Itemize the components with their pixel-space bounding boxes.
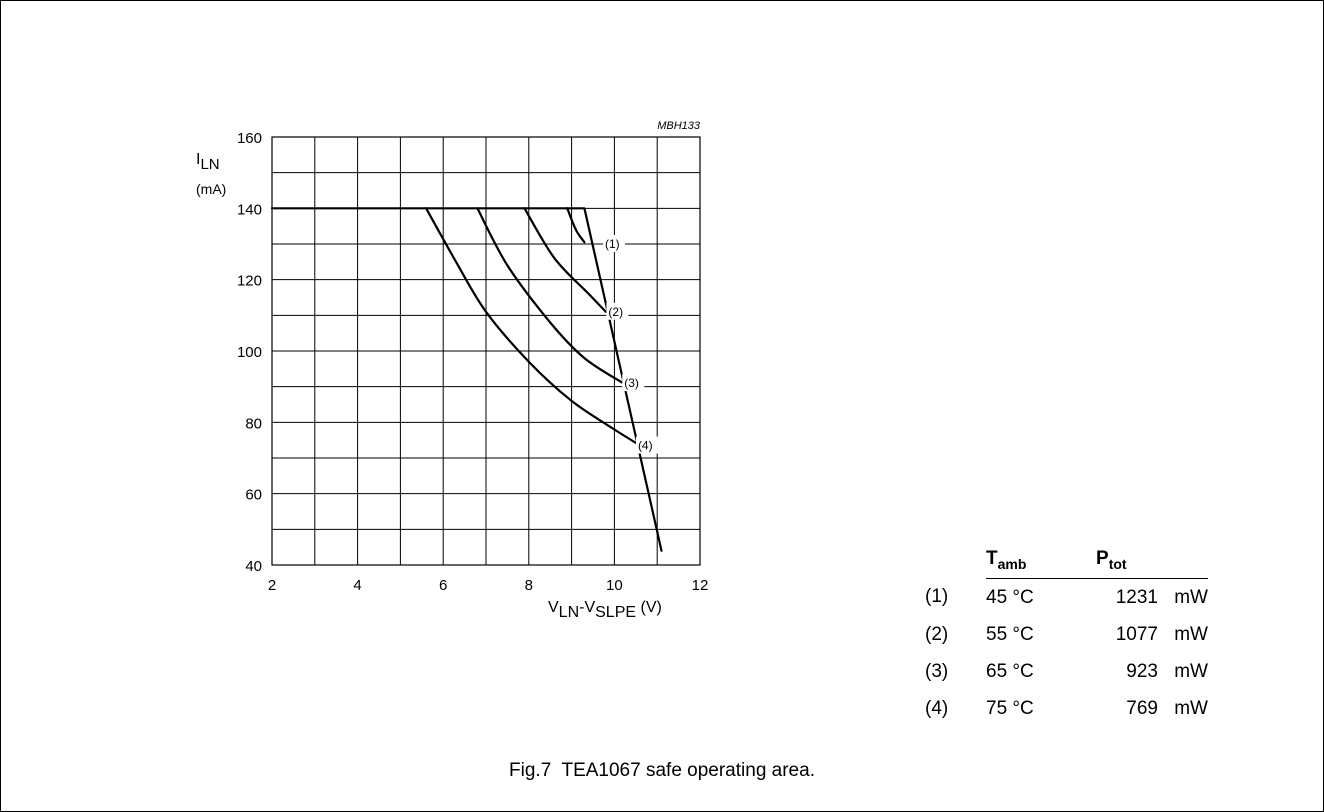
figure-code: MBH133 xyxy=(657,120,701,132)
series-line-4 xyxy=(425,207,642,447)
x-tick-label: 10 xyxy=(606,577,623,594)
chart-grid xyxy=(271,136,701,566)
series-label-backdrop xyxy=(622,374,645,392)
legend-power: 769 xyxy=(1126,697,1158,719)
legend-header-temp: Tamb xyxy=(986,538,1096,579)
y-tick-label: 60 xyxy=(245,487,262,504)
y-tick-label: 120 xyxy=(237,273,262,290)
legend-key: (4) xyxy=(925,697,949,719)
y-tick-label: 80 xyxy=(245,415,262,432)
legend-unit: mW xyxy=(1174,586,1208,608)
y-axis-unit: (mA) xyxy=(196,181,226,197)
series-line-1 xyxy=(566,207,586,244)
series-label-backdrop xyxy=(635,436,658,454)
legend-temp: 55 °C xyxy=(986,623,1034,645)
legend-header-power: Ptot xyxy=(1096,538,1158,579)
x-tick-label: 2 xyxy=(268,577,276,594)
plot-frame xyxy=(271,136,701,566)
figure-caption: Fig.7 TEA1067 safe operating area. xyxy=(509,760,815,781)
series-label-backdrop xyxy=(606,302,629,320)
y-tick-label: 40 xyxy=(245,558,262,575)
legend-temp: 75 °C xyxy=(986,697,1034,719)
legend-row: (3) 65 °C 923 mW xyxy=(925,653,1208,690)
legend-unit: mW xyxy=(1174,623,1208,645)
chart-series xyxy=(270,207,663,552)
x-tick-label: 6 xyxy=(439,577,447,594)
x-tick-label: 8 xyxy=(525,577,533,594)
legend-key: (3) xyxy=(925,660,949,682)
series-label-3: (3) xyxy=(624,376,639,390)
x-tick-label: 12 xyxy=(692,577,709,594)
y-tick-label: 140 xyxy=(237,201,262,218)
series-line-3 xyxy=(476,207,625,385)
legend-power: 1231 xyxy=(1115,586,1158,608)
legend-table: Tamb Ptot (1) 45 °C 1231 mW (2) 55 °C 10… xyxy=(925,538,1208,727)
legend-temp: 45 °C xyxy=(986,586,1034,608)
legend-power: 1077 xyxy=(1115,623,1158,645)
legend-key: (2) xyxy=(925,623,949,645)
legend-temp: 65 °C xyxy=(986,660,1034,682)
y-tick-label: 160 xyxy=(237,130,262,147)
series-label-2: (2) xyxy=(608,305,623,319)
chart-labels: (1) (2) (3) (4) 2 4 6 8 10 12 40 60 80 100 120 140 160 MB… xyxy=(196,120,708,621)
series-label-4: (4) xyxy=(638,439,653,453)
series-label-1: (1) xyxy=(605,237,620,251)
y-tick-label: 100 xyxy=(237,344,262,361)
x-axis-label: VLN-VSLPE (V) xyxy=(548,599,662,621)
legend-unit: mW xyxy=(1174,660,1208,682)
y-axis-label: ILN xyxy=(196,151,220,173)
legend-header-row: Tamb Ptot xyxy=(925,538,1208,579)
series-line-2 xyxy=(523,207,607,313)
legend-row: (1) 45 °C 1231 mW xyxy=(925,579,1208,617)
legend-unit: mW xyxy=(1174,697,1208,719)
x-tick-label: 4 xyxy=(353,577,361,594)
legend-row: (4) 75 °C 769 mW xyxy=(925,690,1208,727)
legend-key: (1) xyxy=(925,586,949,608)
legend-power: 923 xyxy=(1126,660,1158,682)
legend-row: (2) 55 °C 1077 mW xyxy=(925,616,1208,653)
series-line-limit xyxy=(270,207,663,552)
series-label-backdrop xyxy=(602,235,625,252)
